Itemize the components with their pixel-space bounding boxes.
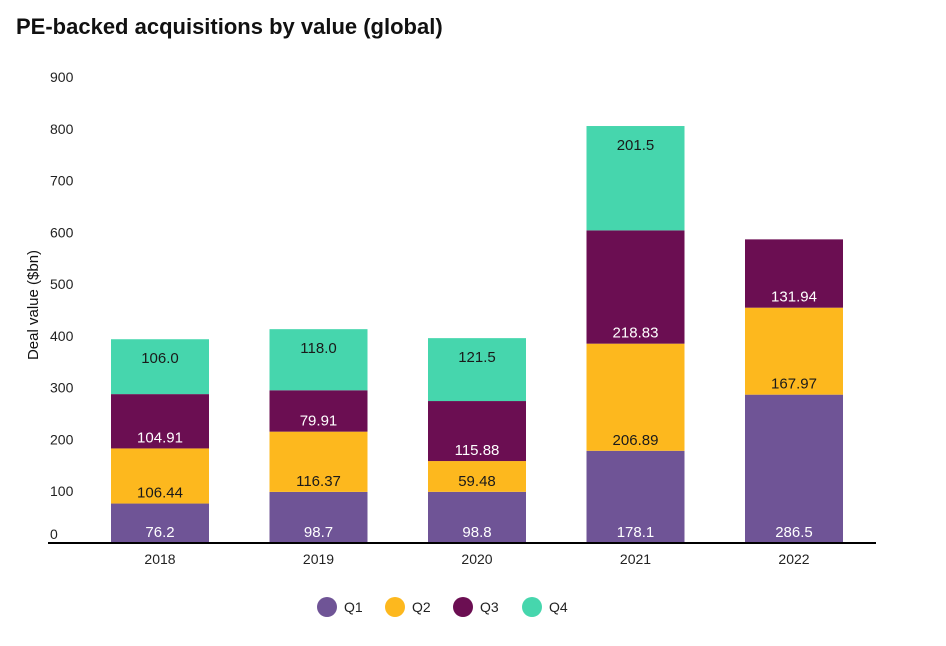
y-tick-label: 100: [50, 483, 74, 499]
data-label: 286.5: [775, 524, 813, 541]
legend: Q1 Q2 Q3 Q4: [317, 597, 568, 617]
legend-marker-q4: [522, 597, 542, 617]
bar-segment-q1-2020: [428, 491, 526, 543]
y-axis-ticks: 0 100 200 300 400 500 600 700 800 900: [50, 69, 74, 542]
x-tick-label: 2021: [620, 551, 651, 567]
y-tick-label: 500: [50, 276, 74, 292]
data-label: 106.44: [137, 485, 183, 502]
data-label: 121.5: [458, 349, 496, 366]
legend-label: Q2: [412, 599, 431, 615]
x-tick-label: 2020: [461, 551, 492, 567]
bar-segment-q3-2020: [428, 401, 526, 462]
bar-segment-q1-2021: [586, 450, 685, 543]
bar-segment-q3-2021: [586, 230, 685, 344]
y-axis-label: Deal value ($bn): [25, 250, 42, 360]
legend-label: Q3: [480, 599, 499, 615]
bar-segment-q1-2018: [111, 503, 209, 543]
bar-segment-q4-2021: [586, 126, 685, 231]
bar-segment-q2-2020: [428, 461, 526, 492]
chart-title: PE-backed acquisitions by value (global): [16, 14, 443, 39]
bar-segment-q2-2019: [269, 431, 368, 492]
bars: 76.2 106.44 104.91 106.0 98.7 116.37 79.91 118.…: [111, 126, 843, 543]
data-label: 131.94: [771, 289, 817, 306]
bar-segment-q2-2022: [745, 307, 843, 395]
y-tick-label: 0: [50, 526, 58, 542]
data-label: 98.8: [462, 524, 491, 541]
bar-segment-q2-2021: [586, 343, 685, 451]
data-label: 218.83: [613, 325, 659, 342]
legend-marker-q1: [317, 597, 337, 617]
x-axis-ticks: 2018 2019 2020 2021 2022: [144, 551, 809, 567]
data-label: 118.0: [300, 340, 336, 357]
bar-segment-q4-2019: [269, 329, 368, 391]
data-label: 116.37: [296, 473, 341, 490]
y-tick-label: 400: [50, 328, 74, 344]
data-label: 106.0: [141, 350, 179, 367]
bar-segment-q4-2018: [111, 339, 209, 395]
bar-segment-q3-2019: [269, 390, 368, 432]
data-label: 76.2: [145, 524, 174, 541]
y-tick-label: 700: [50, 173, 74, 189]
legend-label: Q1: [344, 599, 363, 615]
x-tick-label: 2019: [303, 551, 334, 567]
data-label: 98.7: [304, 524, 333, 541]
y-tick-label: 600: [50, 224, 74, 240]
data-label: 115.88: [455, 442, 500, 459]
data-label: 104.91: [137, 429, 183, 446]
bar-segment-q1-2022: [745, 394, 843, 543]
data-label: 167.97: [771, 376, 817, 393]
y-tick-label: 800: [50, 121, 74, 137]
data-label: 59.48: [458, 473, 496, 490]
legend-label: Q4: [549, 599, 568, 615]
data-label: 206.89: [613, 432, 659, 449]
data-label: 178.1: [617, 524, 655, 541]
bar-segment-q3-2018: [111, 394, 209, 449]
x-tick-label: 2018: [144, 551, 175, 567]
bar-segment-q3-2022: [745, 239, 843, 308]
y-tick-label: 900: [50, 69, 74, 85]
y-tick-label: 200: [50, 431, 74, 447]
bar-segment-q2-2018: [111, 448, 209, 504]
legend-marker-q2: [385, 597, 405, 617]
data-label: 201.5: [617, 137, 655, 154]
legend-marker-q3: [453, 597, 473, 617]
bar-segment-q4-2020: [428, 338, 526, 402]
y-tick-label: 300: [50, 380, 74, 396]
bar-segment-q1-2019: [269, 491, 368, 543]
data-label: 79.91: [300, 413, 338, 430]
x-tick-label: 2022: [778, 551, 809, 567]
